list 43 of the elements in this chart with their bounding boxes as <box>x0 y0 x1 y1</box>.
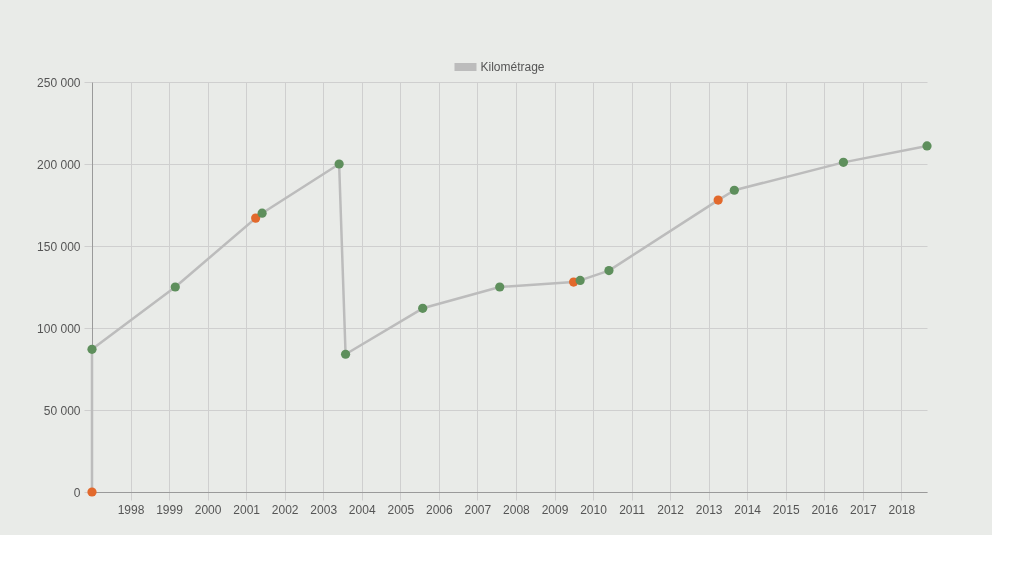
y-tick-label: 250 000 <box>37 75 81 90</box>
point <box>922 141 932 151</box>
x-tick-label: 2005 <box>387 502 415 517</box>
x-tick-label: 2009 <box>541 502 569 517</box>
x-tick-label: 1999 <box>156 502 184 517</box>
x-tick-label: 2001 <box>233 502 261 517</box>
x-tick-label: 2007 <box>464 502 492 517</box>
y-tick-label: 200 000 <box>37 157 81 172</box>
y-tick-label: 0 <box>73 485 81 500</box>
x-tick-label: 2006 <box>426 502 454 517</box>
point <box>418 303 428 313</box>
x-tick-label: 2017 <box>849 502 878 517</box>
x-tick-label: 2011 <box>619 502 646 517</box>
point <box>713 195 723 205</box>
x-tick-label: 2008 <box>503 502 531 517</box>
point <box>87 487 97 497</box>
point <box>87 344 97 354</box>
x-tick-label: 2003 <box>310 502 338 517</box>
y-tick-label: 150 000 <box>37 239 81 254</box>
point <box>495 282 505 292</box>
x-tick-label: 1998 <box>117 502 145 517</box>
point <box>334 159 344 169</box>
x-tick-label: 2004 <box>348 502 376 517</box>
x-tick-label: 2013 <box>695 502 723 517</box>
x-tick-label: 2000 <box>194 502 222 517</box>
point <box>729 185 739 195</box>
x-tick-label: 2018 <box>888 502 916 517</box>
x-tick-label: 2014 <box>734 502 762 517</box>
x-tick-label: 2010 <box>580 502 608 517</box>
point <box>838 157 849 167</box>
point <box>170 282 180 292</box>
point <box>340 349 351 359</box>
x-tick-label: 2012 <box>657 502 685 517</box>
y-tick-label: 50 000 <box>43 403 81 418</box>
y-tick-label: 100 000 <box>37 321 81 336</box>
legend-label: Kilométrage <box>480 60 545 74</box>
x-tick-label: 2015 <box>772 502 800 517</box>
point <box>575 275 585 286</box>
x-tick-label: 2002 <box>271 502 299 517</box>
point <box>251 213 261 223</box>
point <box>257 208 267 218</box>
point <box>604 266 614 276</box>
x-tick-label: 2016 <box>811 502 839 517</box>
